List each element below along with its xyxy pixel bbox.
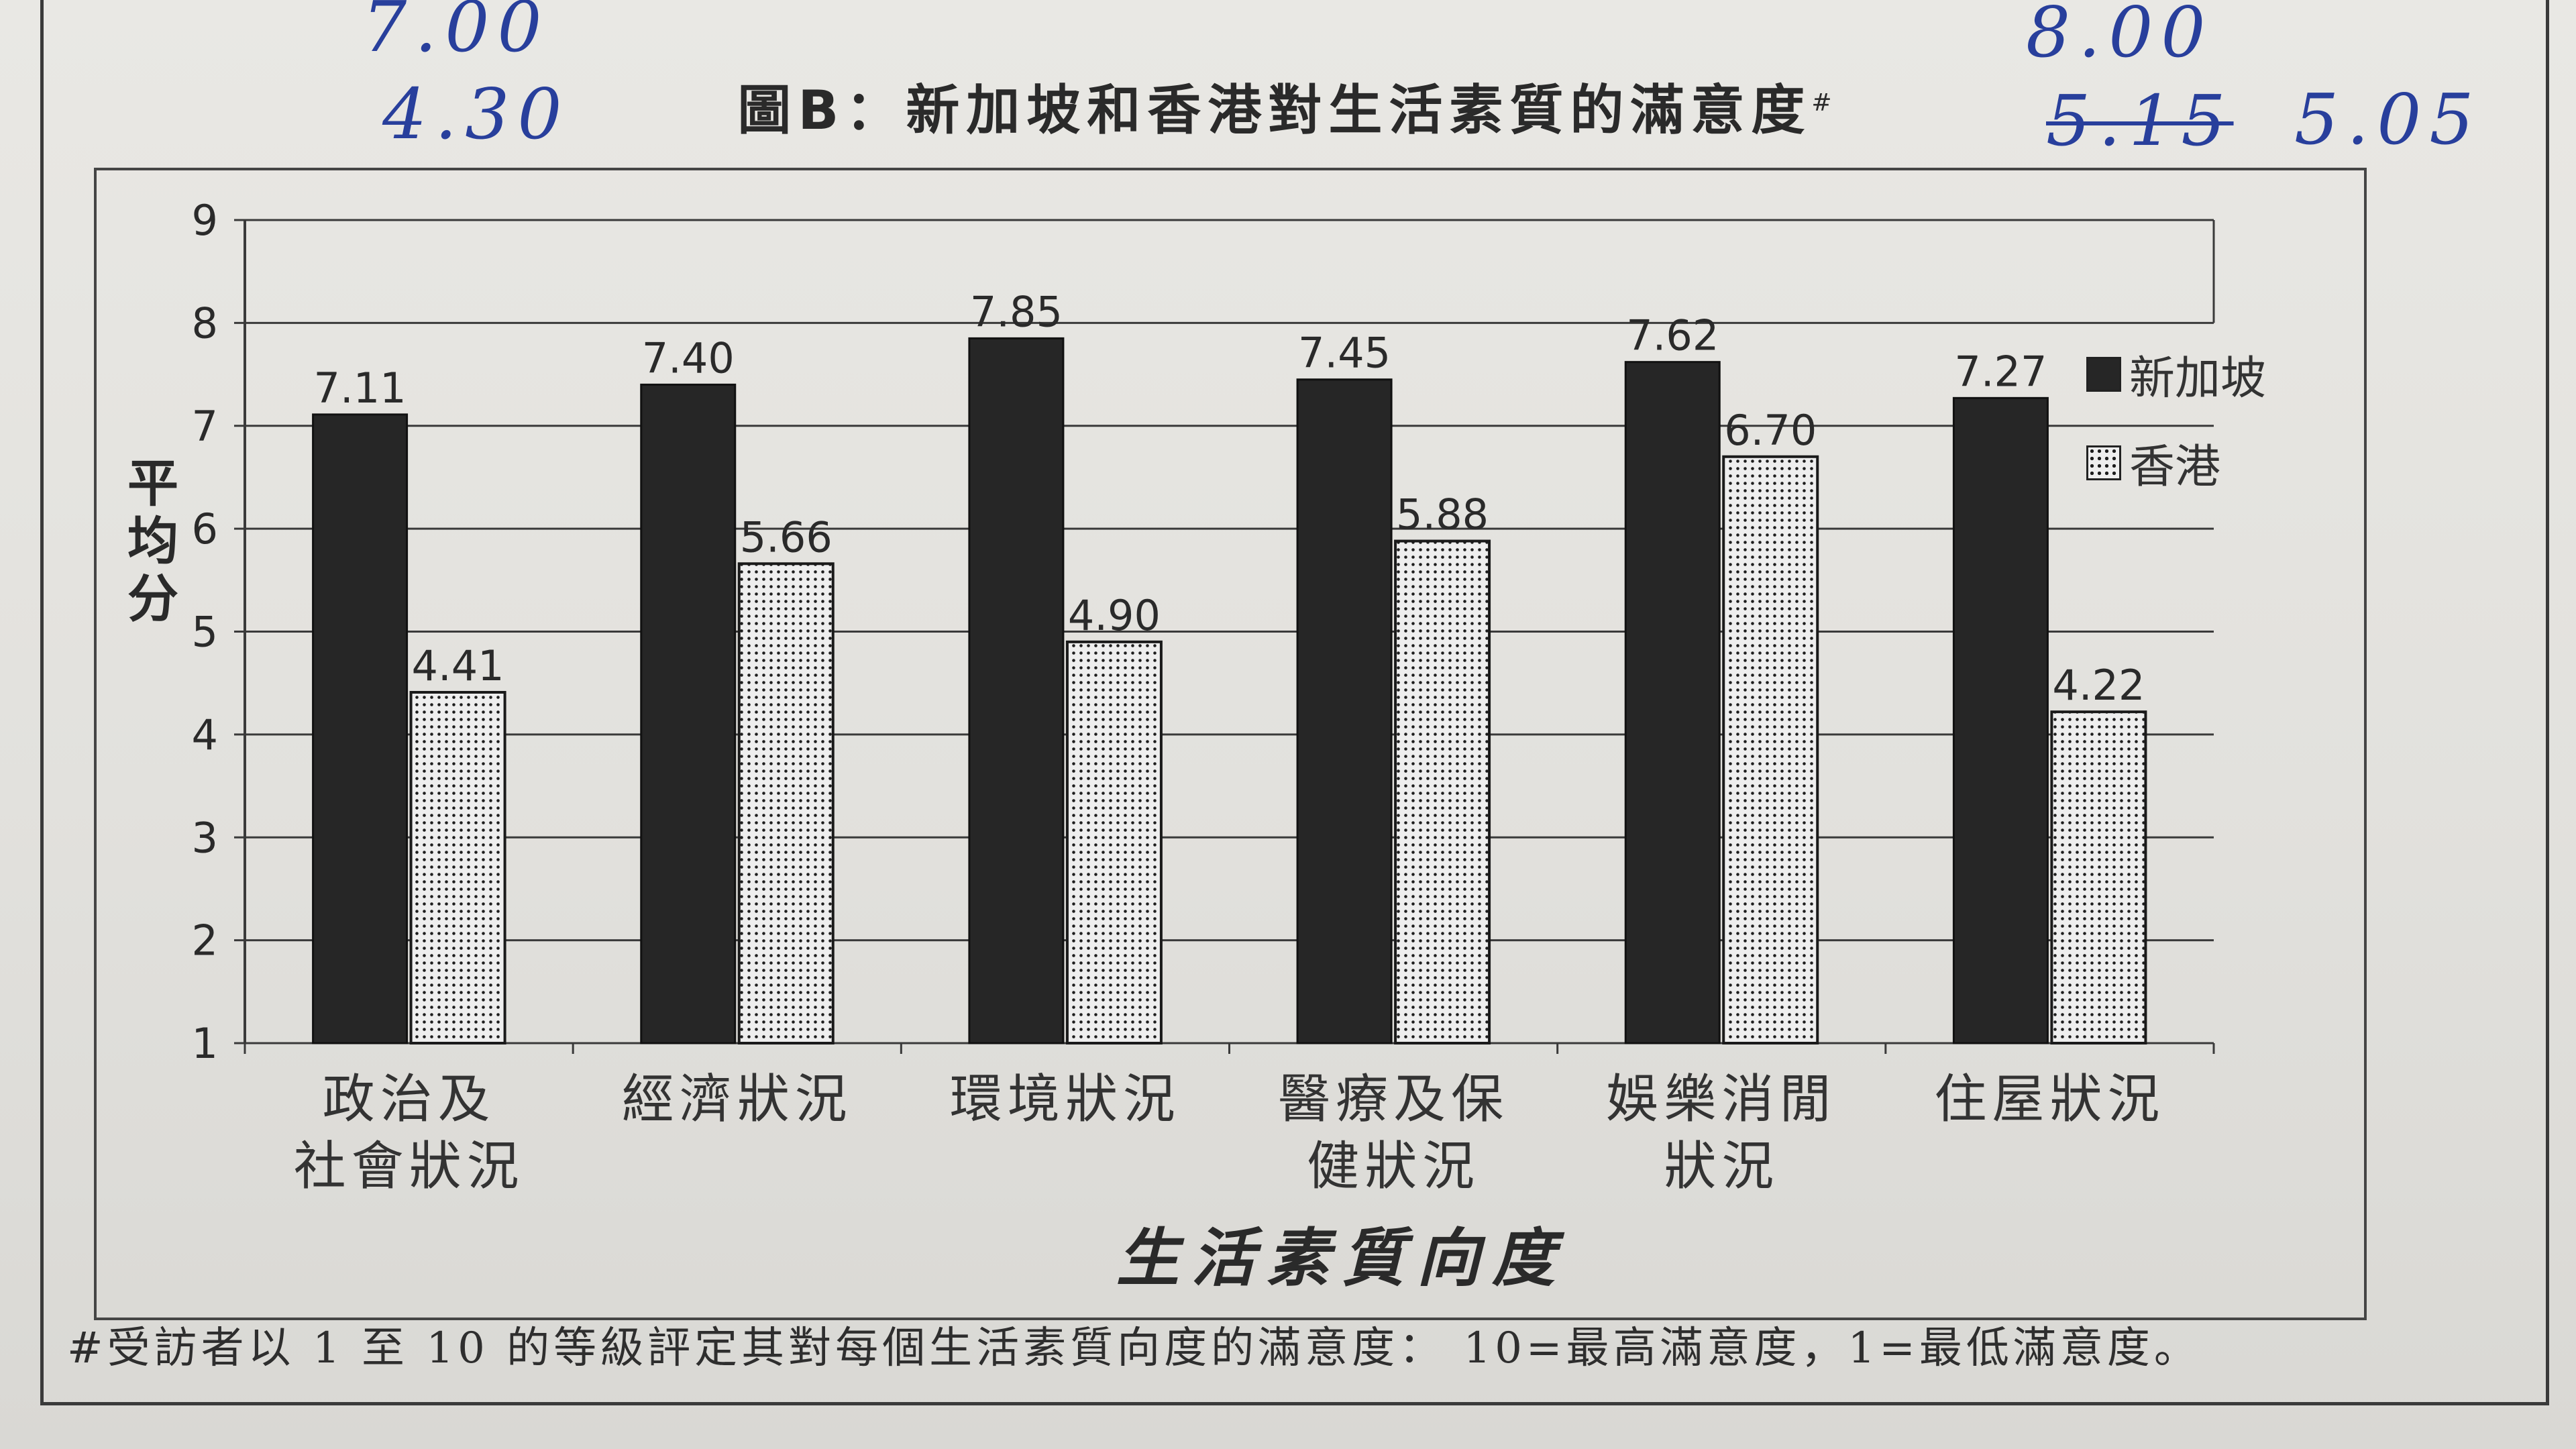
y-tick-label: 2: [192, 916, 218, 965]
bar-singapore: [1296, 378, 1393, 1044]
data-label-hong-kong: 5.88: [1396, 490, 1489, 539]
bar-singapore: [640, 383, 737, 1044]
bar-hong-kong: [2050, 710, 2147, 1044]
data-label-singapore: 7.85: [970, 287, 1063, 336]
bar-singapore: [1624, 361, 1721, 1044]
data-label-singapore: 7.27: [1954, 347, 2047, 396]
bar-singapore: [312, 413, 409, 1044]
handwritten-note-8-00: 8.00: [2026, 0, 2214, 73]
x-category-label: 娛樂消閒: [1606, 1069, 1837, 1130]
legend-label-singapore: 新加坡: [2129, 352, 2267, 405]
y-tick-label: 9: [192, 196, 218, 245]
data-label-hong-kong: 5.66: [740, 513, 833, 561]
legend-label-hong-kong: 香港: [2129, 441, 2221, 494]
legend-swatch-singapore: [2086, 356, 2121, 392]
bar-singapore: [1952, 396, 2049, 1044]
bar-hong-kong: [1394, 539, 1491, 1044]
x-category-label: 政治及: [323, 1069, 496, 1130]
bar-hong-kong: [1722, 455, 1819, 1044]
handwritten-note-4-30: 4.30: [382, 73, 570, 155]
legend-item-singapore: 新加坡: [2086, 341, 2266, 407]
legend-item-hong-kong: 香港: [2086, 429, 2220, 496]
page-border: [40, 0, 2549, 1405]
bar-hong-kong: [1065, 640, 1163, 1044]
x-category-label: 健狀況: [1307, 1136, 1480, 1197]
x-category-label: 住屋狀況: [1934, 1069, 2165, 1130]
footnote: #受訪者以 1 至 10 的等級評定其對每個生活素質向度的滿意度： 10=最高滿…: [67, 1324, 2201, 1373]
data-label-singapore: 7.62: [1626, 311, 1719, 360]
y-axis-label: 平均分: [127, 453, 178, 629]
data-label-hong-kong: 6.70: [1724, 406, 1817, 455]
y-tick-label: 1: [192, 1019, 218, 1068]
data-label-singapore: 7.11: [314, 364, 407, 413]
x-category-label: 社會狀況: [294, 1136, 525, 1197]
x-category-label: 醫療及保: [1278, 1069, 1509, 1130]
x-category-label: 環境狀況: [950, 1069, 1181, 1130]
data-label-singapore: 7.40: [642, 333, 735, 382]
x-axis-label: 生活素質向度: [1116, 1222, 1567, 1295]
y-tick-label: 3: [192, 813, 218, 862]
data-label-singapore: 7.45: [1298, 329, 1391, 378]
chart-frame: [94, 168, 2367, 1320]
data-label-hong-kong: 4.41: [412, 641, 504, 690]
chart-title: 圖B：新加坡和香港對生活素質的滿意度#: [671, 67, 1905, 145]
data-label-hong-kong: 4.22: [2052, 661, 2145, 710]
bar-singapore: [968, 337, 1065, 1044]
chart-title-text: 圖B：新加坡和香港對生活素質的滿意度: [737, 79, 1812, 142]
y-tick-label: 8: [192, 299, 218, 347]
handwritten-note-5-05: 5.05: [2294, 78, 2482, 160]
x-category-label: 狀況: [1664, 1136, 1779, 1197]
title-footnote-mark: #: [1811, 89, 1839, 117]
x-category-label: 經濟狀況: [622, 1069, 853, 1130]
handwritten-note-struck: 5.15: [2046, 80, 2234, 162]
data-label-hong-kong: 4.90: [1068, 591, 1161, 640]
y-tick-label: 6: [192, 504, 218, 553]
bar-hong-kong: [737, 562, 835, 1044]
legend-swatch-hong-kong: [2086, 445, 2121, 480]
handwritten-note-7-00: 7.00: [362, 0, 550, 68]
y-tick-label: 7: [192, 402, 218, 451]
y-tick-label: 5: [192, 608, 218, 657]
bar-hong-kong: [409, 690, 506, 1044]
y-tick-label: 4: [192, 710, 218, 759]
